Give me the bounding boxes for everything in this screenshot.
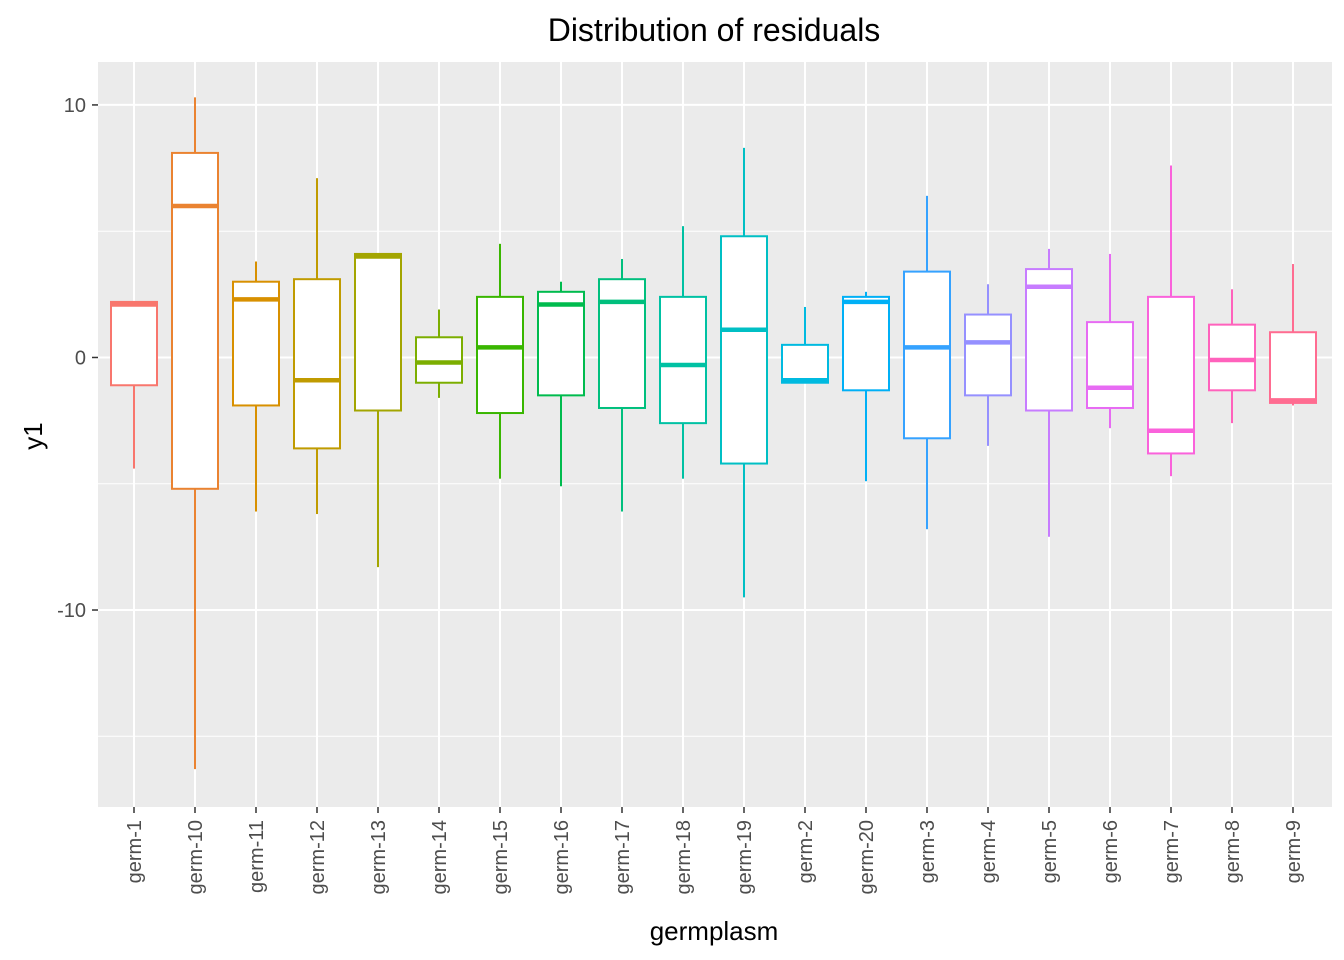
x-tick-label: germ-10 <box>185 820 207 894</box>
box-germ-15 <box>476 243 524 479</box>
box-germ-1 <box>110 300 158 469</box>
box-germ-9 <box>1269 264 1317 406</box>
x-tick-label: germ-18 <box>673 820 695 894</box>
x-axis: germ-1 germ-10 germ-11 germ-12 germ-13 germ-1… <box>124 807 1305 894</box>
box-iqr <box>537 290 585 397</box>
box-iqr <box>1269 331 1317 404</box>
x-tick-label: germ-7 <box>1161 820 1183 883</box>
x-tick-label: germ-14 <box>429 820 451 894</box>
box-iqr <box>110 300 158 387</box>
box-series <box>110 97 1317 770</box>
plot-panel <box>98 62 1332 807</box>
y-axis-title: y1 <box>18 422 48 449</box>
box-germ-16 <box>537 281 585 487</box>
box-iqr <box>720 235 768 465</box>
box-germ-18 <box>659 226 707 479</box>
y-tick-label: 0 <box>75 347 86 369</box>
box-iqr <box>1208 323 1256 392</box>
box-iqr <box>1147 295 1195 455</box>
x-tick-label: germ-20 <box>856 820 878 894</box>
y-axis: 10 0 -10 <box>57 95 98 622</box>
box-iqr <box>1025 268 1073 412</box>
box-iqr <box>1086 321 1134 409</box>
box-iqr <box>598 278 646 409</box>
box-germ-10 <box>171 97 219 770</box>
y-tick-label: -10 <box>57 600 86 622</box>
box-germ-17 <box>598 258 646 512</box>
chart-title: Distribution of residuals <box>548 12 881 48</box>
x-tick-label: germ-12 <box>307 820 329 894</box>
x-tick-label: germ-5 <box>1039 820 1061 883</box>
box-iqr <box>232 280 280 407</box>
x-tick-label: germ-13 <box>368 820 390 894</box>
x-tick-label: germ-4 <box>978 820 1000 883</box>
box-germ-4 <box>964 284 1012 446</box>
x-tick-label: germ-17 <box>612 820 634 894</box>
box-germ-12 <box>293 178 341 515</box>
x-tick-label: germ-16 <box>551 820 573 894</box>
x-tick-label: germ-3 <box>917 820 939 883</box>
x-tick-label: germ-8 <box>1222 820 1244 883</box>
box-iqr <box>842 295 890 392</box>
box-germ-13 <box>354 252 402 568</box>
box-germ-5 <box>1025 248 1073 537</box>
box-iqr <box>415 336 463 384</box>
x-tick-label: germ-2 <box>795 820 817 883</box>
box-germ-2 <box>781 306 829 384</box>
box-germ-3 <box>903 195 951 530</box>
box-germ-6 <box>1086 253 1134 429</box>
box-germ-7 <box>1147 165 1195 477</box>
x-tick-label: germ-1 <box>124 820 146 883</box>
box-iqr <box>476 295 524 415</box>
x-tick-label: germ-19 <box>734 820 756 894</box>
box-iqr <box>293 278 341 450</box>
x-tick-label: germ-11 <box>246 820 268 893</box>
x-tick-label: germ-6 <box>1100 820 1122 883</box>
box-germ-11 <box>232 261 280 512</box>
box-iqr <box>171 151 219 490</box>
x-axis-title: germplasm <box>650 916 779 946</box>
box-iqr <box>964 313 1012 397</box>
y-tick-label: 10 <box>64 95 86 117</box>
box-germ-19 <box>720 147 768 598</box>
box-iqr <box>781 343 829 384</box>
box-germ-20 <box>842 291 890 482</box>
x-tick-label: germ-15 <box>490 820 512 894</box>
box-germ-14 <box>415 309 463 398</box>
box-germ-8 <box>1208 289 1256 424</box>
box-iqr <box>659 295 707 425</box>
box-iqr <box>354 252 402 412</box>
box-iqr <box>903 270 951 440</box>
x-tick-label: germ-9 <box>1283 820 1305 883</box>
